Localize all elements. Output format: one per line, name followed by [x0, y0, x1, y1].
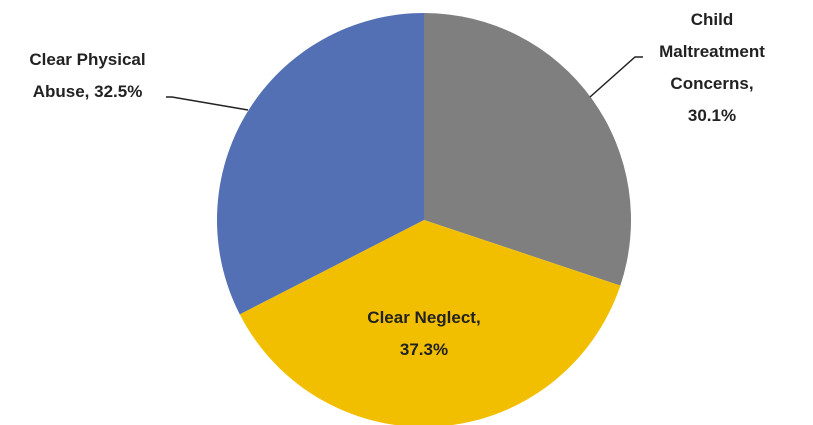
- pie-slice: [217, 13, 424, 315]
- category-label: Child Maltreatment Concerns: [659, 10, 765, 93]
- value-label: 37.3%: [399, 340, 449, 359]
- value-label: 32.5%: [94, 82, 143, 101]
- pie-slice: [239, 220, 621, 425]
- leader-line: [166, 96, 249, 111]
- category-label: Clear Neglect: [367, 308, 476, 327]
- data-label: Clear Neglect, 37.3%: [367, 308, 481, 359]
- data-label: Clear Physical Abuse, 32.5%: [29, 50, 146, 101]
- leader-line: [589, 56, 643, 98]
- value-label: 30.1%: [687, 106, 737, 125]
- data-label: Child Maltreatment Concerns, 30.1%: [659, 10, 765, 125]
- category-label: Clear Physical Abuse: [29, 50, 146, 101]
- pie-slice: [424, 13, 631, 286]
